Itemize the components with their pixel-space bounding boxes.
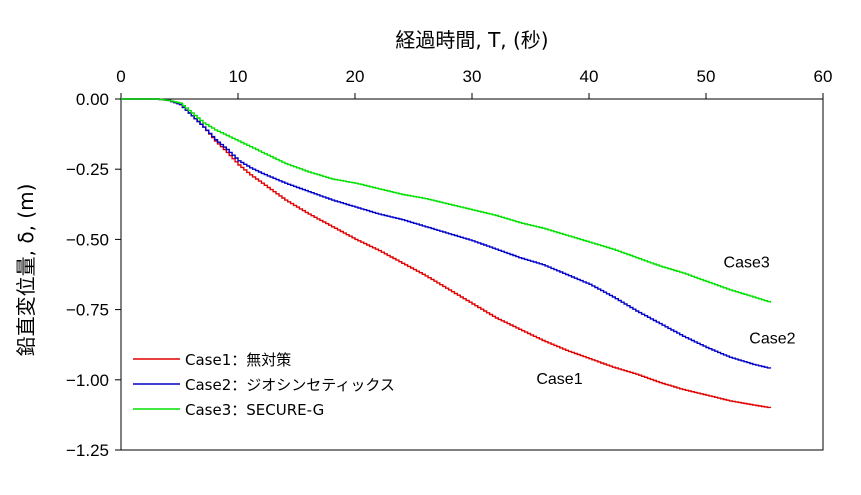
y-tick-label: −0.75	[66, 301, 109, 320]
x-axis: 0 10 20 30 40 50 60	[116, 67, 832, 99]
annotations: Case3 Case2 Case1	[536, 254, 795, 388]
legend-label: Case2：ジオシンセティックス	[185, 376, 395, 394]
annotation-case2: Case2	[749, 330, 795, 347]
x-tick-label: 60	[814, 67, 833, 86]
legend: Case1：無対策 Case2：ジオシンセティックス Case3：SECURE-G	[133, 351, 395, 419]
series-line-case3	[121, 98, 772, 303]
x-tick-label: 30	[463, 67, 482, 86]
series-lines	[121, 98, 772, 409]
series-line-case2	[121, 98, 772, 369]
annotation-case3: Case3	[724, 254, 770, 271]
x-tick-label: 50	[697, 67, 716, 86]
y-tick-label: −1.25	[66, 441, 109, 460]
x-tick-label: 10	[229, 67, 248, 86]
legend-label: Case1：無対策	[185, 351, 291, 369]
y-tick-label: 0.00	[76, 90, 109, 109]
y-axis: 0.00 −0.25 −0.50 −0.75 −1.00 −1.25	[66, 90, 121, 460]
legend-label: Case3：SECURE-G	[185, 401, 324, 419]
annotation-case1: Case1	[536, 371, 582, 388]
series-line-case1	[121, 98, 772, 409]
y-tick-label: −0.50	[66, 230, 109, 249]
x-tick-label: 0	[116, 67, 125, 86]
y-axis-title: 鉛直変位量, δ, (m)	[14, 184, 38, 357]
x-axis-title: 経過時間, T, (秒)	[395, 28, 548, 52]
x-tick-label: 20	[346, 67, 365, 86]
y-tick-label: −1.00	[66, 371, 109, 390]
y-tick-label: −0.25	[66, 160, 109, 179]
x-tick-label: 40	[580, 67, 599, 86]
